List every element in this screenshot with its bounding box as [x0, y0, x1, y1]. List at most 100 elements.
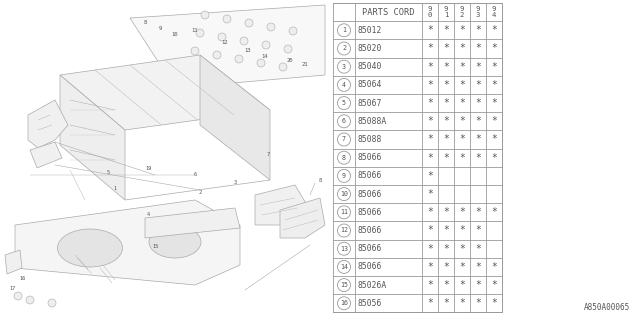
Text: *: * [475, 262, 481, 272]
Text: 9
4: 9 4 [492, 6, 496, 18]
Text: 85026A: 85026A [358, 281, 387, 290]
Polygon shape [130, 5, 325, 88]
Text: *: * [427, 226, 433, 236]
Text: *: * [443, 207, 449, 217]
Text: 85066: 85066 [358, 189, 382, 199]
Text: *: * [475, 207, 481, 217]
Text: *: * [427, 44, 433, 53]
Text: *: * [491, 98, 497, 108]
Text: 1: 1 [342, 27, 346, 33]
Polygon shape [30, 142, 62, 168]
Text: 9
3: 9 3 [476, 6, 480, 18]
Text: *: * [443, 244, 449, 254]
Text: 85040: 85040 [358, 62, 382, 71]
Text: 2: 2 [198, 189, 202, 195]
Text: 85066: 85066 [358, 153, 382, 162]
Text: 4: 4 [342, 82, 346, 88]
Circle shape [267, 23, 275, 31]
Text: 13: 13 [244, 47, 252, 52]
Text: *: * [427, 298, 433, 308]
Polygon shape [5, 250, 22, 274]
Circle shape [245, 19, 253, 27]
Text: 85066: 85066 [358, 208, 382, 217]
Text: 14: 14 [262, 53, 268, 59]
Text: *: * [491, 298, 497, 308]
Text: *: * [475, 244, 481, 254]
Text: *: * [443, 44, 449, 53]
Circle shape [279, 63, 287, 71]
Text: *: * [443, 25, 449, 35]
Text: *: * [427, 134, 433, 145]
Text: *: * [427, 207, 433, 217]
Text: PARTS CORD: PARTS CORD [362, 8, 415, 17]
Text: 6: 6 [193, 172, 196, 178]
Text: *: * [459, 44, 465, 53]
Text: 14: 14 [340, 264, 348, 270]
Text: 85056: 85056 [358, 299, 382, 308]
Text: 11: 11 [340, 209, 348, 215]
Text: 16: 16 [19, 276, 25, 281]
Circle shape [48, 299, 56, 307]
Circle shape [235, 55, 243, 63]
Text: 85088A: 85088A [358, 117, 387, 126]
Text: *: * [443, 153, 449, 163]
Text: *: * [491, 207, 497, 217]
Text: *: * [459, 98, 465, 108]
Text: 85066: 85066 [358, 226, 382, 235]
Text: *: * [491, 262, 497, 272]
Text: *: * [459, 226, 465, 236]
Polygon shape [60, 75, 125, 200]
Text: *: * [475, 134, 481, 145]
Text: *: * [459, 298, 465, 308]
Text: *: * [475, 44, 481, 53]
Text: *: * [459, 80, 465, 90]
Text: 8: 8 [342, 155, 346, 161]
Circle shape [196, 29, 204, 37]
Text: *: * [491, 134, 497, 145]
Text: *: * [427, 116, 433, 126]
Polygon shape [60, 55, 270, 130]
Text: 16: 16 [340, 300, 348, 306]
Text: 9: 9 [342, 173, 346, 179]
Text: *: * [491, 280, 497, 290]
Text: *: * [443, 134, 449, 145]
Polygon shape [280, 198, 325, 238]
Text: 7: 7 [266, 153, 269, 157]
Text: 11: 11 [192, 28, 198, 33]
Polygon shape [15, 200, 240, 285]
Text: *: * [427, 171, 433, 181]
Circle shape [218, 33, 226, 41]
Text: 85067: 85067 [358, 99, 382, 108]
Text: 4: 4 [147, 212, 150, 218]
Circle shape [201, 11, 209, 19]
Text: *: * [427, 244, 433, 254]
Text: *: * [459, 280, 465, 290]
Text: 12: 12 [340, 228, 348, 234]
Circle shape [26, 296, 34, 304]
Text: 5: 5 [106, 170, 109, 174]
Text: *: * [475, 25, 481, 35]
Polygon shape [200, 55, 270, 180]
Text: 13: 13 [340, 246, 348, 252]
Text: *: * [491, 153, 497, 163]
Text: *: * [475, 280, 481, 290]
Bar [333, 3, 502, 312]
Text: *: * [427, 25, 433, 35]
Text: 85020: 85020 [358, 44, 382, 53]
Text: 21: 21 [301, 62, 308, 68]
Text: *: * [491, 44, 497, 53]
Text: *: * [459, 207, 465, 217]
Text: 85088: 85088 [358, 135, 382, 144]
Text: *: * [475, 98, 481, 108]
Text: 9
2: 9 2 [460, 6, 464, 18]
Text: *: * [427, 280, 433, 290]
Text: *: * [491, 116, 497, 126]
Text: 15: 15 [152, 244, 158, 250]
Text: 2: 2 [342, 45, 346, 52]
Circle shape [240, 37, 248, 45]
Text: 5: 5 [342, 100, 346, 106]
Text: 85066: 85066 [358, 172, 382, 180]
Text: *: * [459, 134, 465, 145]
Ellipse shape [58, 229, 122, 267]
Text: 85064: 85064 [358, 80, 382, 89]
